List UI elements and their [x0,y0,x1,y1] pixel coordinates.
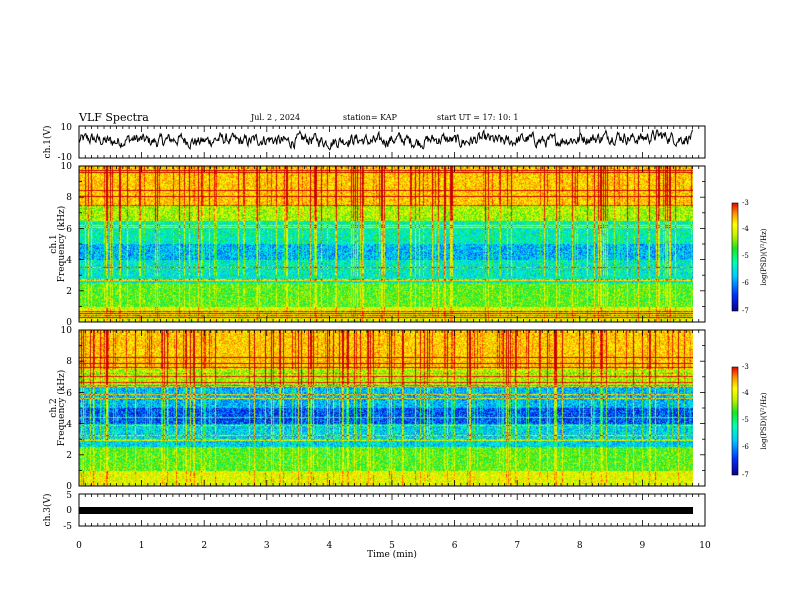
x-tick-label: 6 [452,541,458,551]
cb1-tick: -5 [742,252,749,260]
cb1-tick: -4 [742,225,749,233]
date-label: Jul. 2 , 2024 [251,113,301,122]
start-time-label: start UT = 17: 10: 1 [437,113,519,122]
ch1-ytick: 4 [66,256,72,266]
x-tick-label: 7 [514,541,520,551]
cb2-tick: -5 [742,416,749,424]
cb2-tick: -7 [742,471,749,479]
cb1-label: log(PSD)(V²/Hz) [760,228,768,285]
ch1-spec-ylabel: ch.1 [49,234,59,253]
ch1-ytick: 6 [66,225,72,235]
ch2-ytick: 0 [66,482,72,492]
ch1-waveform-line [79,128,693,151]
ch3-ytick: 0 [66,506,72,516]
ch1-spec-ylabel-freq: Frequency (kHz) [56,206,67,283]
ch1-spectrogram-heatmap [79,166,693,322]
x-tick-label: 10 [699,541,711,551]
ch1-ytick: 2 [66,287,72,297]
x-axis-title: Time (min) [367,549,417,560]
ch1-ytick: 0 [66,318,72,328]
x-tick-label: 8 [577,541,583,551]
ch1-ytick: 8 [66,193,72,203]
axis-ticks [78,126,706,526]
ch2-spec-ylabel-freq: Frequency (kHz) [56,370,67,447]
ch1-spectrogram-panel: 0 2 4 6 8 10 ch.1 Frequency (kHz) -3 -4 … [49,162,768,328]
x-tick-label: 2 [201,541,207,551]
ch2-spectrogram-panel: 0 2 4 6 8 10 ch.2 Frequency (kHz) -3 -4 … [49,326,768,492]
x-tick-label: 4 [327,541,333,551]
ch1-ytick: 10 [61,162,73,172]
cb2-tick: -4 [742,389,749,397]
cb2-tick: -6 [742,443,749,451]
chart-title: VLF Spectra [79,111,149,124]
cb1-tick: -6 [742,279,749,287]
ch1-ytick-neg10: -10 [58,153,73,163]
ch2-ytick: 4 [66,420,72,430]
ch2-ytick: 10 [61,326,73,336]
x-tick-label: 0 [76,541,82,551]
x-tick-label: 3 [264,541,270,551]
ch2-colorbar [731,366,739,476]
cb2-label: log(PSD)(V²/Hz) [760,392,768,449]
ch2-ytick: 6 [66,389,72,399]
x-tick-label: 1 [139,541,145,551]
ch2-ytick: 2 [66,451,72,461]
x-tick-label: 5 [389,541,395,551]
x-tick-labels: 0 1 2 3 4 5 6 7 8 9 10 [76,541,711,551]
ch1-ylabel: ch.1(V) [42,126,53,159]
ch3-waveform-line [79,507,693,514]
station-label: station= KAP [343,113,397,122]
ch2-ytick: 8 [66,357,72,367]
ch3-ytick: 5 [66,491,72,501]
ch1-colorbar [731,202,739,312]
ch2-spec-ylabel: ch.2 [49,398,59,417]
cb2-tick: -3 [742,363,749,371]
x-tick-label: 9 [640,541,646,551]
ch2-spectrogram-heatmap [79,330,693,486]
ch3-ylabel: ch.3(V) [42,494,53,527]
ch3-ytick: -5 [63,522,72,532]
cb1-tick: -7 [742,307,749,315]
cb1-tick: -3 [742,199,749,207]
ch1-ytick-10: 10 [61,123,73,133]
